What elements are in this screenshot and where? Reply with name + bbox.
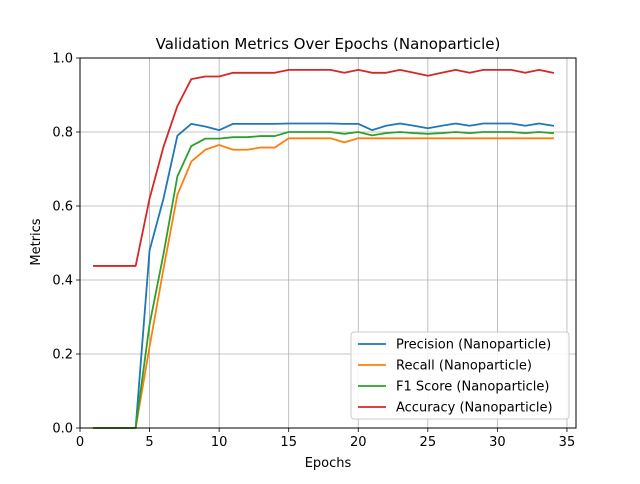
y-tick-label-4: 0.8: [52, 126, 73, 141]
legend-label-3: Accuracy (Nanoparticle): [396, 401, 553, 416]
x-tick-label-6: 30: [489, 435, 506, 450]
x-axis-label: Epochs: [305, 456, 352, 471]
y-tick-label-2: 0.4: [52, 274, 73, 289]
x-tick-label-1: 5: [145, 435, 153, 450]
x-tick-label-2: 10: [211, 435, 228, 450]
x-tick-label-3: 15: [280, 435, 297, 450]
axes: 0 5 10 15 20 25 30 35 0.0 0.2 0.4 0.6 0.8 1.0: [52, 52, 577, 450]
legend-label-1: Recall (Nanoparticle): [396, 359, 532, 374]
legend-label-0: Precision (Nanoparticle): [396, 338, 551, 353]
y-axis-label: Metrics: [29, 218, 44, 265]
y-tick-label-0: 0.0: [52, 422, 73, 437]
legend: Precision (Nanoparticle) Recall (Nanopart…: [350, 331, 570, 420]
series-line-1: [93, 137, 554, 429]
y-tick-label-3: 0.6: [52, 200, 73, 215]
series-line-2: [93, 131, 555, 429]
x-tick-label-7: 35: [559, 435, 576, 450]
y-tick-label-1: 0.2: [52, 348, 73, 363]
series-line-3: [93, 68, 555, 267]
legend-box: [350, 331, 570, 420]
x-tick-label-5: 25: [420, 435, 437, 450]
legend-label-2: F1 Score (Nanoparticle): [396, 380, 549, 395]
x-tick-label-0: 0: [76, 435, 84, 450]
plot-frame: [79, 57, 577, 429]
chart-title: Validation Metrics Over Epochs (Nanopart…: [156, 35, 501, 53]
y-tick-label-5: 1.0: [52, 52, 73, 67]
x-tick-label-4: 20: [350, 435, 367, 450]
series-group: [93, 68, 555, 429]
series-line-0: [93, 122, 555, 429]
